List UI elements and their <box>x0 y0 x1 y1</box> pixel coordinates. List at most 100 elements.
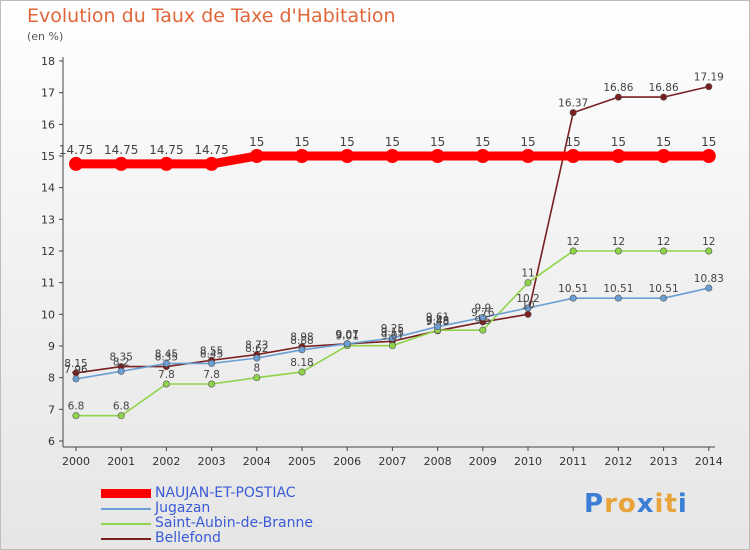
data-point-naujan-et-postiac <box>249 149 264 163</box>
y-tick-label: 18 <box>41 55 55 68</box>
data-label-naujan-et-postiac: 15 <box>249 135 264 149</box>
data-point-naujan-et-postiac <box>295 149 309 163</box>
legend-swatch-jugazan <box>101 508 151 510</box>
data-label-jugazan: 7.96 <box>64 364 88 376</box>
data-label-jugazan: 8.45 <box>155 348 178 360</box>
x-tick-label: 2003 <box>198 455 226 468</box>
data-label-naujan-et-postiac: 15 <box>294 135 309 149</box>
data-point-saint-aubin-de-branne <box>72 412 80 420</box>
data-label-naujan-et-postiac: 15 <box>566 135 581 149</box>
y-tick-label: 16 <box>41 118 55 131</box>
data-point-jugazan <box>253 354 261 362</box>
data-label-bellefond: 8.98 <box>290 332 313 344</box>
x-tick-label: 2013 <box>650 455 678 468</box>
x-tick-label: 2002 <box>152 455 180 468</box>
legend-swatch-naujan <box>101 489 151 498</box>
data-label-saint-aubin-de-branne: 7.8 <box>158 369 175 381</box>
data-label-bellefond: 9.15 <box>381 326 404 338</box>
data-point-jugazan <box>524 304 532 312</box>
chart-title: Evolution du Taux de Taxe d'Habitation <box>27 5 396 27</box>
data-label-saint-aubin-de-branne: 8.18 <box>290 357 313 369</box>
data-label-saint-aubin-de-branne: 9.01 <box>381 331 404 343</box>
data-label-naujan-et-postiac: 15 <box>701 135 716 149</box>
y-tick-label: 6 <box>48 435 55 448</box>
data-label-bellefond: 10 <box>521 299 534 311</box>
data-label-naujan-et-postiac: 14.75 <box>59 143 93 157</box>
data-label-jugazan: 8.88 <box>290 335 313 347</box>
data-label-jugazan: 8.2 <box>113 356 130 368</box>
data-point-bellefond <box>569 109 577 117</box>
data-point-jugazan <box>117 367 125 375</box>
data-point-naujan-et-postiac <box>159 156 174 171</box>
data-label-naujan-et-postiac: 14.75 <box>104 143 138 157</box>
data-label-bellefond: 8.15 <box>64 358 87 370</box>
data-label-saint-aubin-de-branne: 6.8 <box>68 401 85 413</box>
logo-letter: i <box>677 489 688 519</box>
data-point-bellefond <box>705 83 713 91</box>
data-label-jugazan: 10.83 <box>694 273 724 285</box>
data-point-naujan-et-postiac <box>611 149 626 163</box>
x-tick-label: 2009 <box>469 455 497 468</box>
data-point-jugazan <box>434 323 442 331</box>
data-label-bellefond: 17.19 <box>694 72 724 84</box>
legend-label-jugazan: Jugazan <box>155 500 211 516</box>
data-label-bellefond: 9.01 <box>336 329 359 341</box>
x-tick-label: 2005 <box>288 455 316 468</box>
y-tick-label: 15 <box>41 150 55 163</box>
y-tick-label: 9 <box>48 340 55 353</box>
data-point-jugazan <box>388 334 396 342</box>
x-tick-label: 2006 <box>333 455 361 468</box>
data-label-jugazan: 10.51 <box>603 283 633 295</box>
data-point-jugazan <box>162 359 170 367</box>
logo-letter: P <box>584 489 605 519</box>
data-label-bellefond: 8.55 <box>200 345 223 357</box>
data-point-naujan-et-postiac <box>521 149 535 163</box>
proxiti-logo: Proxiti <box>584 489 688 519</box>
data-label-naujan-et-postiac: 15 <box>385 135 400 149</box>
data-point-naujan-et-postiac <box>204 156 219 171</box>
data-point-saint-aubin-de-branne <box>660 247 668 255</box>
data-point-naujan-et-postiac <box>566 149 581 163</box>
data-label-naujan-et-postiac: 15 <box>611 135 626 149</box>
data-point-naujan-et-postiac <box>69 156 83 171</box>
legend-item-saint-aubin: Saint-Aubin-de-Branne <box>101 516 361 531</box>
data-label-naujan-et-postiac: 15 <box>340 135 355 149</box>
data-label-bellefond: 9.76 <box>471 307 495 319</box>
y-tick-label: 14 <box>41 182 55 195</box>
legend-item-bellefond: Bellefond <box>101 531 361 546</box>
data-label-naujan-et-postiac: 14.75 <box>149 143 183 157</box>
data-point-saint-aubin-de-branne <box>162 380 170 388</box>
data-label-naujan-et-postiac: 15 <box>656 135 671 149</box>
data-label-jugazan: 9.25 <box>381 323 404 335</box>
data-point-jugazan <box>569 294 577 302</box>
data-label-jugazan: 10.51 <box>558 283 588 295</box>
data-label-jugazan: 9.07 <box>336 329 359 341</box>
data-label-jugazan: 10.2 <box>516 293 539 305</box>
data-label-bellefond: 8.73 <box>245 340 268 352</box>
data-point-jugazan <box>479 313 487 321</box>
data-point-jugazan <box>614 294 622 302</box>
data-label-bellefond: 16.86 <box>603 82 633 94</box>
data-label-naujan-et-postiac: 15 <box>430 135 445 149</box>
x-tick-label: 2004 <box>243 455 271 468</box>
data-point-naujan-et-postiac <box>340 149 355 163</box>
logo-letter: o <box>617 489 637 519</box>
data-label-jugazan: 9.9 <box>474 303 491 315</box>
legend: NAUJAN-ET-POSTIAC Jugazan Saint-Aubin-de… <box>101 486 361 546</box>
data-point-jugazan <box>705 284 713 292</box>
data-label-naujan-et-postiac: 15 <box>520 135 535 149</box>
data-point-naujan-et-postiac <box>656 149 671 163</box>
y-tick-label: 8 <box>48 372 55 385</box>
data-point-saint-aubin-de-branne <box>117 412 125 420</box>
y-tick-label: 11 <box>41 277 55 290</box>
logo-letter: i <box>654 489 665 519</box>
data-label-saint-aubin-de-branne: 6.8 <box>113 401 130 413</box>
data-point-jugazan <box>343 340 351 348</box>
data-label-saint-aubin-de-branne: 9.01 <box>336 331 359 343</box>
legend-swatch-saint-aubin <box>101 523 151 525</box>
data-label-jugazan: 8.45 <box>200 348 223 360</box>
data-point-jugazan <box>208 359 216 367</box>
x-tick-label: 2000 <box>62 455 90 468</box>
data-label-saint-aubin-de-branne: 8 <box>253 363 260 375</box>
